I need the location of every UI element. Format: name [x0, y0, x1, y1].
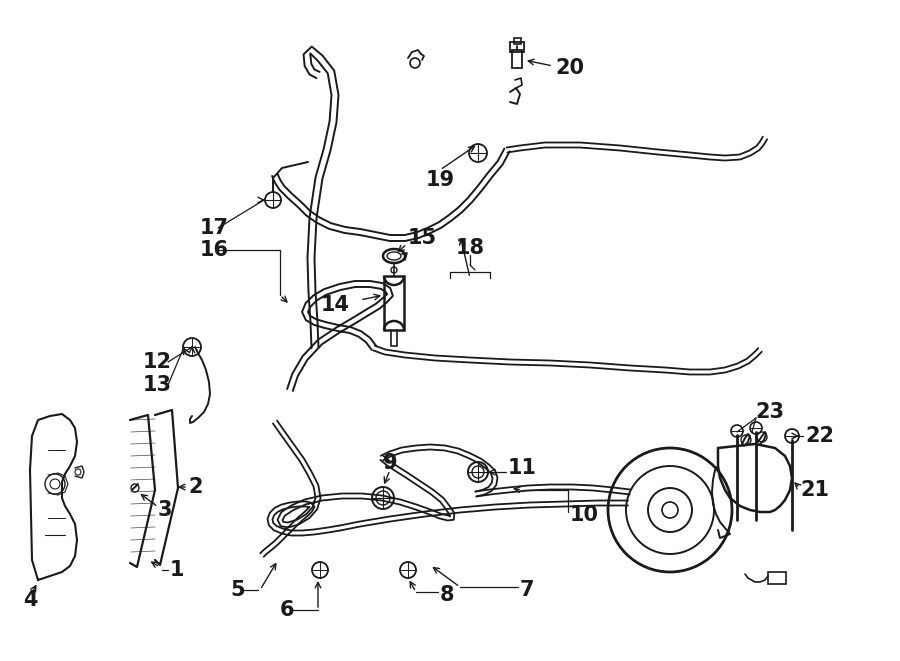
Text: 8: 8 — [440, 585, 454, 605]
Text: 21: 21 — [800, 480, 829, 500]
Text: 23: 23 — [755, 402, 785, 422]
Text: 11: 11 — [508, 458, 537, 478]
Text: 16: 16 — [200, 240, 229, 260]
Text: 19: 19 — [426, 170, 454, 190]
Text: 13: 13 — [143, 375, 172, 395]
Text: 2: 2 — [188, 477, 202, 497]
Bar — [514, 38, 521, 44]
Text: 18: 18 — [455, 238, 484, 258]
Text: 4: 4 — [22, 590, 37, 610]
Bar — [384, 276, 404, 330]
Bar — [512, 50, 522, 68]
Text: 22: 22 — [805, 426, 834, 446]
Text: 20: 20 — [555, 58, 584, 78]
Text: 5: 5 — [230, 580, 245, 600]
Text: 10: 10 — [570, 505, 599, 525]
Text: 12: 12 — [143, 352, 172, 372]
Text: 14: 14 — [321, 295, 350, 315]
Bar — [510, 42, 524, 52]
Text: 9: 9 — [382, 453, 397, 473]
Text: 3: 3 — [158, 500, 173, 520]
Bar — [768, 572, 786, 584]
Text: 17: 17 — [200, 218, 229, 238]
Text: 1: 1 — [170, 560, 184, 580]
Text: 6: 6 — [280, 600, 294, 620]
Text: 7: 7 — [520, 580, 535, 600]
Text: 15: 15 — [408, 228, 437, 248]
